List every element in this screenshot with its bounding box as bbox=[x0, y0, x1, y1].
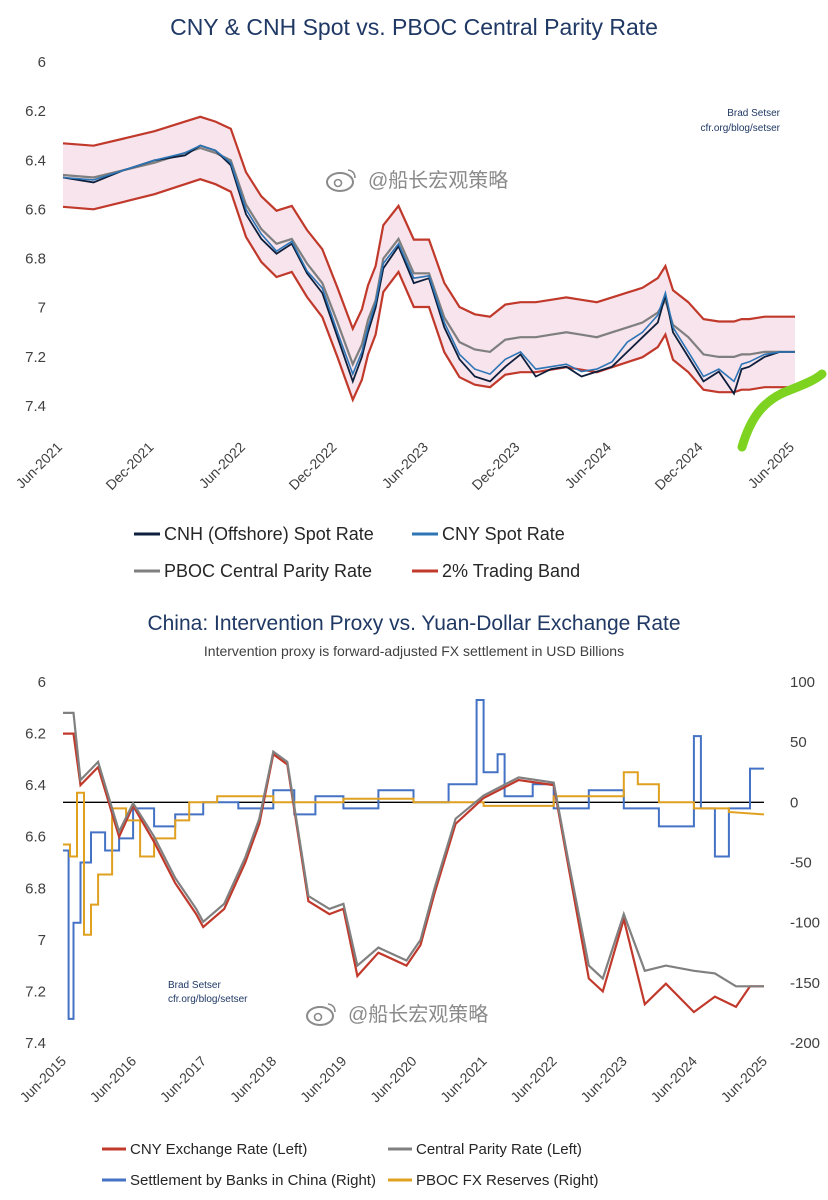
top-x-tick-label: Dec-2021 bbox=[102, 439, 156, 493]
top-x-axis: Jun-2021 Dec-2021 Jun-2022 Dec-2022 Jun-2023… bbox=[13, 439, 798, 493]
bottom-x-tick-label: Jun-2020 bbox=[367, 1053, 420, 1106]
central-parity-rate-line bbox=[63, 711, 764, 988]
bottom-x-tick-label: Jun-2021 bbox=[437, 1053, 490, 1106]
weibo-icon bbox=[326, 169, 356, 192]
bottom-x-axis: Jun-2015 Jun-2016 Jun-2017 Jun-2018 Jun-2019… bbox=[17, 1053, 771, 1106]
bottom-y-left-tick-label: 6.4 bbox=[25, 777, 46, 794]
highlight-annotation-stroke bbox=[737, 369, 827, 452]
top-legend-label: PBOC Central Parity Rate bbox=[164, 561, 372, 581]
top-y-tick-label: 7.2 bbox=[25, 349, 46, 366]
top-credit-name: Brad Setser bbox=[727, 108, 780, 119]
bottom-y-right-tick-label: -50 bbox=[790, 855, 812, 872]
top-y-tick-label: 6 bbox=[38, 54, 46, 71]
top-y-tick-label: 6.6 bbox=[25, 201, 46, 218]
bottom-chart-title: China: Intervention Proxy vs. Yuan-Dolla… bbox=[147, 612, 680, 635]
top-x-tick-label: Jun-2022 bbox=[196, 439, 249, 492]
bottom-y-right-tick-label: 50 bbox=[790, 734, 807, 751]
bottom-legend-label: PBOC FX Reserves (Right) bbox=[416, 1172, 599, 1189]
top-x-tick-label: Jun-2024 bbox=[562, 439, 615, 492]
bottom-watermark-text: @船长宏观策略 bbox=[348, 1003, 488, 1026]
top-x-tick-label: Dec-2024 bbox=[651, 439, 705, 493]
bottom-credit-url: cfr.org/blog/setser bbox=[168, 994, 248, 1005]
bottom-y-right-tick-label: -200 bbox=[790, 1035, 820, 1052]
cny-spot-line bbox=[62, 144, 795, 383]
trading-band-fill bbox=[63, 116, 795, 400]
top-y-tick-label: 6.8 bbox=[25, 251, 46, 268]
bottom-y-left-tick-label: 7.2 bbox=[25, 983, 46, 1000]
bottom-x-tick-label: Jun-2019 bbox=[297, 1053, 350, 1106]
trading-band-lower-line bbox=[62, 178, 795, 403]
trading-band-upper-line bbox=[62, 115, 795, 332]
bottom-legend-label: Settlement by Banks in China (Right) bbox=[130, 1172, 376, 1189]
top-watermark-text: @船长宏观策略 bbox=[368, 169, 508, 192]
bottom-y-left-tick-label: 6.6 bbox=[25, 829, 46, 846]
bottom-legend-label: Central Parity Rate (Left) bbox=[416, 1141, 582, 1158]
bottom-legend: CNY Exchange Rate (Left) Central Parity R… bbox=[102, 1141, 599, 1189]
bottom-credit-name: Brad Setser bbox=[168, 980, 221, 991]
top-x-tick-label: Jun-2021 bbox=[13, 439, 66, 492]
bottom-y-right-tick-label: 0 bbox=[790, 794, 798, 811]
top-y-tick-label: 6.4 bbox=[25, 152, 46, 169]
top-x-tick-label: Jun-2025 bbox=[745, 439, 798, 492]
top-y-tick-label: 6.2 bbox=[25, 103, 46, 120]
top-y-tick-label: 7 bbox=[38, 300, 46, 317]
bottom-y-left-tick-label: 7 bbox=[38, 932, 46, 949]
top-credit-url: cfr.org/blog/setser bbox=[701, 123, 781, 134]
pboc-fx-reserves-line bbox=[63, 771, 765, 936]
bottom-x-tick-label: Jun-2024 bbox=[647, 1053, 700, 1106]
top-watermark: @船长宏观策略 bbox=[326, 169, 508, 192]
top-x-tick-label: Jun-2023 bbox=[379, 439, 432, 492]
bottom-x-tick-label: Jun-2017 bbox=[157, 1053, 210, 1106]
bottom-y-right-tick-label: -100 bbox=[790, 915, 820, 932]
bottom-y-left-tick-label: 6 bbox=[38, 674, 46, 691]
top-legend-label: CNH (Offshore) Spot Rate bbox=[164, 524, 374, 544]
top-x-tick-label: Dec-2023 bbox=[468, 439, 522, 493]
bottom-x-tick-label: Jun-2015 bbox=[17, 1053, 70, 1106]
bottom-x-tick-label: Jun-2023 bbox=[577, 1053, 630, 1106]
top-legend-label: 2% Trading Band bbox=[442, 561, 580, 581]
bottom-y-axis-right: 100 50 0 -50 -100 -150 -200 bbox=[790, 674, 820, 1052]
bottom-y-left-tick-label: 6.2 bbox=[25, 726, 46, 743]
pboc-central-parity-line bbox=[62, 146, 795, 368]
top-y-axis: 6 6.2 6.4 6.6 6.8 7 7.2 7.4 bbox=[25, 54, 46, 415]
bottom-y-left-tick-label: 6.8 bbox=[25, 880, 46, 897]
top-y-tick-label: 7.4 bbox=[25, 398, 46, 415]
top-legend-label: CNY Spot Rate bbox=[442, 524, 565, 544]
bottom-y-right-tick-label: 100 bbox=[790, 674, 815, 691]
top-legend: CNH (Offshore) Spot Rate CNY Spot Rate PBO… bbox=[134, 524, 580, 581]
top-chart-title: CNY & CNH Spot vs. PBOC Central Parity R… bbox=[170, 14, 658, 40]
bottom-x-tick-label: Jun-2018 bbox=[227, 1053, 280, 1106]
bottom-x-tick-label: Jun-2025 bbox=[718, 1053, 771, 1106]
bottom-x-tick-label: Jun-2022 bbox=[507, 1053, 560, 1106]
bottom-x-tick-label: Jun-2016 bbox=[87, 1053, 140, 1106]
top-x-tick-label: Dec-2022 bbox=[285, 439, 339, 493]
cny-exchange-rate-line bbox=[63, 732, 764, 1014]
bottom-watermark: @船长宏观策略 bbox=[306, 1003, 488, 1026]
settlement-by-banks-line bbox=[63, 699, 764, 1020]
weibo-icon bbox=[306, 1003, 336, 1026]
cnh-offshore-spot-line bbox=[62, 144, 795, 396]
bottom-chart-subtitle: Intervention proxy is forward-adjusted F… bbox=[204, 643, 624, 659]
bottom-legend-label: CNY Exchange Rate (Left) bbox=[130, 1141, 307, 1158]
bottom-y-left-tick-label: 7.4 bbox=[25, 1035, 46, 1052]
bottom-y-axis-left: 6 6.2 6.4 6.6 6.8 7 7.2 7.4 bbox=[25, 674, 46, 1052]
bottom-y-right-tick-label: -150 bbox=[790, 975, 820, 992]
